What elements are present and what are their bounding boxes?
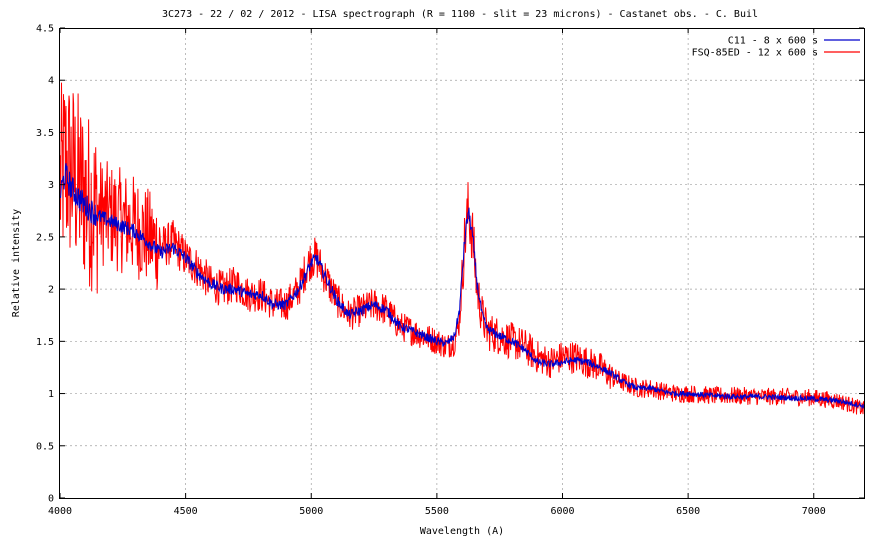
- y-axis-label: Relative intensity: [11, 209, 22, 317]
- x-tick-label: 4000: [48, 506, 72, 517]
- y-tick-label: 0.5: [36, 441, 54, 452]
- x-tick-label: 4500: [174, 506, 198, 517]
- x-tick-label: 6500: [676, 506, 700, 517]
- x-axis-label: Wavelength (A): [420, 526, 504, 537]
- y-tick-label: 3.5: [36, 128, 54, 139]
- plot-frame: [59, 28, 865, 499]
- chart-title: 3C273 - 22 / 02 / 2012 - LISA spectrogra…: [162, 9, 758, 20]
- y-tick-label: 4: [48, 76, 54, 87]
- series-layer: [59, 82, 865, 415]
- x-tick-label: 6000: [550, 506, 574, 517]
- x-tick-label: 7000: [802, 506, 826, 517]
- y-tick-label: 1: [48, 389, 54, 400]
- y-tick-label: 3: [48, 180, 54, 191]
- tick-layer: 4000 4500 5000 5500 6000 6500 7000 0 0.5 1 1.5 2 2.5…: [36, 24, 864, 517]
- x-tick-label: 5000: [299, 506, 323, 517]
- y-tick-label: 1.5: [36, 337, 54, 348]
- y-tick-label: 2: [48, 285, 54, 296]
- grid-layer: [60, 28, 864, 498]
- x-tick-label: 5500: [425, 506, 449, 517]
- series-line-c11: [59, 163, 865, 410]
- y-tick-label: 2.5: [36, 232, 54, 243]
- y-tick-label: 4.5: [36, 24, 54, 35]
- legend-label: FSQ-85ED - 12 x 600 s: [692, 48, 818, 59]
- legend-label: C11 - 8 x 600 s: [728, 36, 818, 47]
- y-tick-label: 0: [48, 494, 54, 505]
